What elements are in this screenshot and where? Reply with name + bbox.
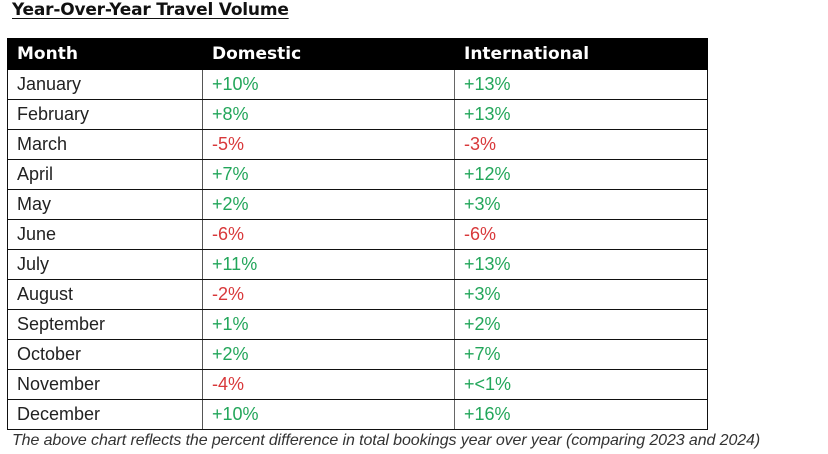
header-domestic: Domestic <box>202 38 455 70</box>
month-cell: April <box>7 159 203 190</box>
table-row: November -4% +<1% <box>7 369 708 400</box>
domestic-cell: +2% <box>202 339 455 370</box>
month-cell: July <box>7 249 203 280</box>
international-cell: +<1% <box>454 369 708 400</box>
header-month: Month <box>7 38 203 70</box>
international-cell: +13% <box>454 69 708 100</box>
domestic-cell: +1% <box>202 309 455 340</box>
table-row: December +10% +16% <box>7 399 708 430</box>
month-cell: March <box>7 129 203 160</box>
domestic-cell: -2% <box>202 279 455 310</box>
page-title: Year-Over-Year Travel Volume <box>12 0 289 20</box>
table-row: April +7% +12% <box>7 159 708 190</box>
header-international: International <box>454 38 708 70</box>
month-cell: October <box>7 339 203 370</box>
month-cell: February <box>7 99 203 130</box>
table-row: May +2% +3% <box>7 189 708 220</box>
international-cell: +13% <box>454 249 708 280</box>
domestic-cell: -6% <box>202 219 455 250</box>
month-cell: June <box>7 219 203 250</box>
table-row: August -2% +3% <box>7 279 708 310</box>
footnote: The above chart reflects the percent dif… <box>12 432 761 449</box>
international-cell: +2% <box>454 309 708 340</box>
international-cell: +12% <box>454 159 708 190</box>
international-cell: -3% <box>454 129 708 160</box>
domestic-cell: +7% <box>202 159 455 190</box>
month-cell: August <box>7 279 203 310</box>
table-row: March -5% -3% <box>7 129 708 160</box>
international-cell: +13% <box>454 99 708 130</box>
domestic-cell: -4% <box>202 369 455 400</box>
table-row: October +2% +7% <box>7 339 708 370</box>
domestic-cell: -5% <box>202 129 455 160</box>
domestic-cell: +10% <box>202 399 455 430</box>
domestic-cell: +10% <box>202 69 455 100</box>
table-row: January +10% +13% <box>7 69 708 100</box>
international-cell: -6% <box>454 219 708 250</box>
table-row: September +1% +2% <box>7 309 708 340</box>
month-cell: May <box>7 189 203 220</box>
international-cell: +16% <box>454 399 708 430</box>
domestic-cell: +2% <box>202 189 455 220</box>
international-cell: +7% <box>454 339 708 370</box>
table-header-row: Month Domestic International <box>7 38 708 70</box>
table-row: July +11% +13% <box>7 249 708 280</box>
domestic-cell: +11% <box>202 249 455 280</box>
travel-volume-table: Month Domestic International January +10%… <box>7 38 708 430</box>
international-cell: +3% <box>454 279 708 310</box>
month-cell: November <box>7 369 203 400</box>
domestic-cell: +8% <box>202 99 455 130</box>
table-row: June -6% -6% <box>7 219 708 250</box>
month-cell: January <box>7 69 203 100</box>
month-cell: September <box>7 309 203 340</box>
table-row: February +8% +13% <box>7 99 708 130</box>
international-cell: +3% <box>454 189 708 220</box>
month-cell: December <box>7 399 203 430</box>
